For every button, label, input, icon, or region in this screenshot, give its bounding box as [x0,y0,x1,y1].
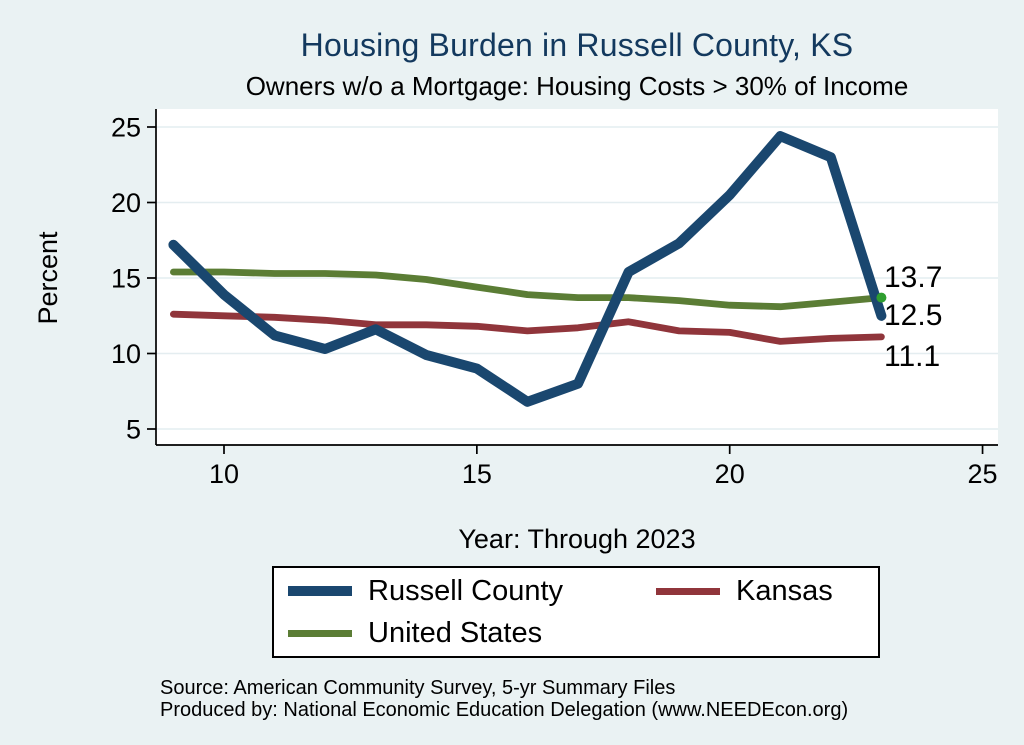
svg-text:15: 15 [111,264,141,294]
end-label-united-states: 13.7 [884,261,943,294]
svg-text:25: 25 [111,113,141,143]
legend-label-united-states: United States [368,617,543,649]
legend-item-kansas: Kansas [656,575,864,607]
legend-swatch-kansas [656,587,720,595]
svg-text:5: 5 [126,415,141,445]
source-line-1: Source: American Community Survey, 5-yr … [160,677,676,699]
legend-item-united-states: United States [288,617,656,649]
svg-text:10: 10 [111,339,141,369]
legend-swatch-russell-county [288,586,352,596]
svg-text:25: 25 [968,459,998,489]
chart-title: Housing Burden in Russell County, KS [300,27,854,63]
svg-text:10: 10 [209,459,239,489]
svg-text:20: 20 [111,188,141,218]
svg-text:15: 15 [462,459,492,489]
legend-swatch-united-states [288,629,352,637]
legend-item-russell-county: Russell County [288,575,656,607]
legend: Russell County Kansas United States [272,566,880,658]
source-note: Source: American Community Survey, 5-yr … [160,677,848,721]
legend-label-russell-county: Russell County [368,575,564,607]
end-label-russell-county: 12.5 [884,299,943,332]
svg-text:20: 20 [715,459,745,489]
end-label-kansas: 11.1 [884,340,941,373]
x-axis-label: Year: Through 2023 [458,524,696,554]
source-line-2: Produced by: National Economic Education… [160,699,849,721]
plot-area: 5 10 15 20 25 10 15 20 25 [111,109,998,489]
chart-subtitle: Owners w/o a Mortgage: Housing Costs > 3… [245,71,909,101]
legend-label-kansas: Kansas [736,575,833,607]
